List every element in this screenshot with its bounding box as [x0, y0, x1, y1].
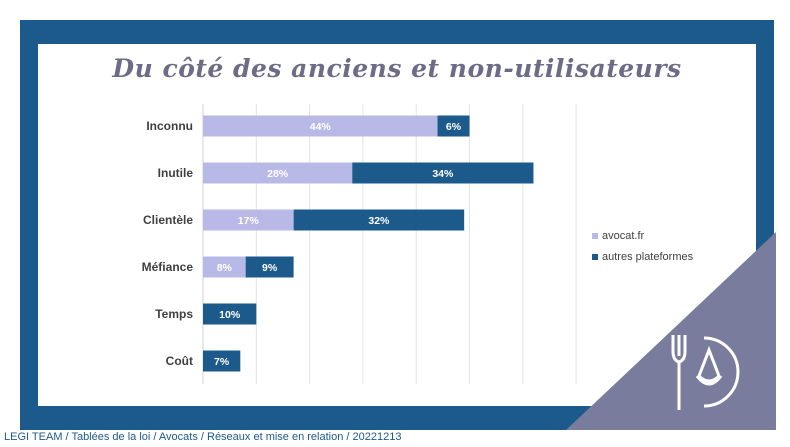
data-label: 28% [267, 168, 289, 180]
category-label: Méfiance [142, 260, 194, 274]
category-label: Inutile [158, 166, 194, 180]
footer-caption: LEGI TEAM / Tablées de la loi / Avocats … [4, 431, 402, 443]
data-label: 17% [238, 215, 260, 227]
bar-segment-avocat [203, 209, 294, 231]
legend-item-avocat: avocat.fr [592, 228, 693, 244]
data-label: 6% [446, 121, 462, 133]
data-label: 44% [310, 121, 332, 133]
category-label: Coût [166, 354, 193, 368]
data-label: 8% [217, 262, 233, 274]
legend-swatch-autres [592, 254, 598, 260]
bar-segment-autres [352, 162, 534, 184]
chart-legend: avocat.fr autres plateformes [592, 228, 693, 270]
legend-item-autres: autres plateformes [592, 249, 693, 265]
data-label: 32% [368, 215, 390, 227]
corner-triangle [566, 232, 776, 430]
data-label: 7% [214, 356, 230, 368]
bar-segment-avocat [203, 115, 438, 137]
bar-segment-autres [203, 350, 241, 372]
category-label: Clientèle [143, 213, 193, 227]
legend-label-autres: autres plateformes [602, 251, 694, 263]
chart-title: Du côté des anciens et non-utilisateurs [112, 54, 682, 83]
legend-swatch-avocat [592, 233, 598, 239]
data-label: 9% [262, 262, 278, 274]
fork-knife-scales-logo-icon [671, 335, 740, 410]
data-label: 10% [219, 309, 241, 321]
legend-label-avocat: avocat.fr [602, 230, 645, 242]
bar-segment-autres [203, 303, 257, 325]
bar-segment-autres [293, 209, 465, 231]
category-label: Inconnu [146, 119, 193, 133]
category-label: Temps [155, 307, 193, 321]
data-label: 34% [432, 168, 454, 180]
bar-segment-autres [245, 256, 294, 278]
bar-segment-autres [437, 115, 470, 137]
bar-segment-avocat [203, 162, 353, 184]
bar-segment-avocat [203, 256, 246, 278]
